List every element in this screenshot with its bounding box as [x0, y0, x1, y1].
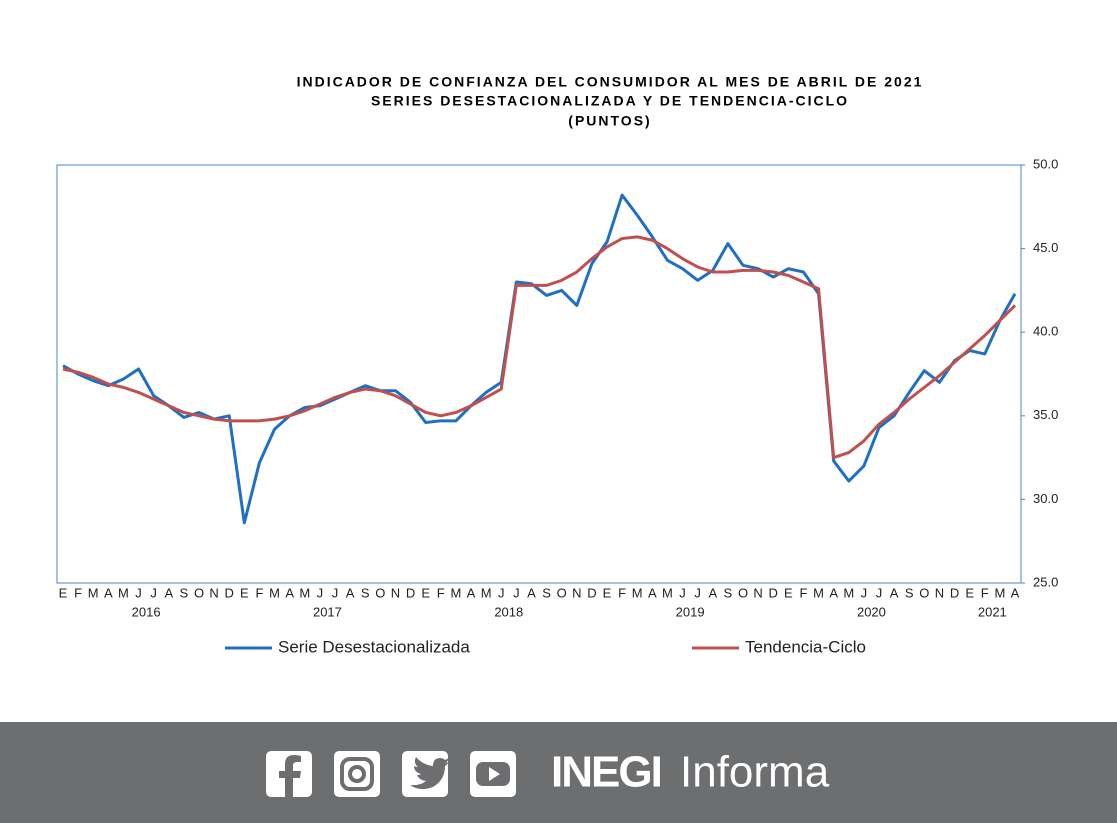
x-tick-label: D — [769, 585, 778, 600]
x-tick-label: A — [829, 585, 838, 600]
x-tick-label: F — [74, 585, 82, 600]
chart-subtitle: SERIES DESESTACIONALIZADA Y DE TENDENCIA… — [371, 93, 849, 109]
y-tick-label: 40.0 — [1033, 324, 1058, 339]
chart-title: INDICADOR DE CONFIANZA DEL CONSUMIDOR AL… — [297, 74, 924, 90]
x-tick-label: F — [437, 585, 445, 600]
plot-frame — [56, 164, 1022, 584]
x-tick-label: N — [572, 585, 581, 600]
x-tick-label: A — [527, 585, 536, 600]
x-tick-label: M — [481, 585, 492, 600]
x-tick-label: D — [950, 585, 959, 600]
x-tick-label: M — [662, 585, 673, 600]
x-tick-label: J — [135, 585, 142, 600]
x-tick-label: D — [587, 585, 596, 600]
legend-label: Tendencia-Ciclo — [745, 637, 866, 656]
x-tick-label: O — [919, 585, 929, 600]
x-tick-label: A — [104, 585, 113, 600]
x-tick-label: A — [346, 585, 355, 600]
x-tick-label: J — [317, 585, 324, 600]
x-tick-label: S — [905, 585, 914, 600]
x-tick-label: M — [118, 585, 129, 600]
year-label: 2019 — [676, 604, 705, 619]
y-tick-label: 50.0 — [1033, 156, 1058, 171]
x-tick-label: J — [513, 585, 520, 600]
x-tick-label: M — [632, 585, 643, 600]
x-tick-label: A — [1011, 585, 1020, 600]
x-tick-label: J — [679, 585, 686, 600]
series-line — [62, 193, 1017, 525]
x-tick-label: M — [994, 585, 1005, 600]
x-tick-label: J — [876, 585, 883, 600]
legend-label: Serie Desestacionalizada — [278, 637, 470, 656]
x-tick-label: M — [843, 585, 854, 600]
x-tick-label: F — [255, 585, 263, 600]
x-tick-label: N — [935, 585, 944, 600]
facebook-glyph — [279, 755, 301, 797]
x-tick-label: A — [164, 585, 173, 600]
footer-text: Informa — [680, 748, 830, 797]
x-tick-label: E — [240, 585, 249, 600]
y-tick-label: 35.0 — [1033, 407, 1058, 422]
twitter-glyph — [410, 757, 449, 790]
x-tick-label: S — [542, 585, 551, 600]
x-tick-label: E — [784, 585, 793, 600]
x-tick-label: M — [813, 585, 824, 600]
x-tick-label: N — [391, 585, 400, 600]
instagram-lens — [348, 765, 366, 783]
x-tick-label: E — [59, 585, 68, 600]
year-label: 2018 — [494, 604, 523, 619]
x-tick-label: A — [708, 585, 717, 600]
footer-band — [0, 722, 1117, 823]
x-tick-label: M — [450, 585, 461, 600]
x-tick-label: F — [618, 585, 626, 600]
x-tick-label: M — [88, 585, 99, 600]
x-tick-label: N — [753, 585, 762, 600]
footer: INEGI Informa — [0, 722, 1117, 823]
year-label: 2017 — [313, 604, 342, 619]
x-tick-label: N — [209, 585, 218, 600]
y-tick-label: 30.0 — [1033, 491, 1058, 506]
x-tick-label: F — [799, 585, 807, 600]
x-tick-label: M — [269, 585, 280, 600]
x-tick-label: O — [375, 585, 385, 600]
y-tick-label: 45.0 — [1033, 240, 1058, 255]
x-tick-label: E — [965, 585, 974, 600]
x-tick-label: J — [861, 585, 868, 600]
instagram-glyph — [340, 757, 374, 791]
youtube-play — [489, 767, 500, 781]
x-tick-label: O — [194, 585, 204, 600]
x-tick-label: J — [694, 585, 701, 600]
chart-unit: (PUNTOS) — [568, 113, 651, 129]
x-tick-label: J — [332, 585, 339, 600]
series-line — [62, 235, 1017, 460]
x-tick-label: D — [225, 585, 234, 600]
x-tick-label: A — [467, 585, 476, 600]
x-tick-label: O — [738, 585, 748, 600]
x-tick-label: A — [285, 585, 294, 600]
footer-brand: INEGI — [551, 748, 661, 797]
year-label: 2016 — [132, 604, 161, 619]
year-label: 2021 — [978, 604, 1007, 619]
x-tick-label: S — [180, 585, 189, 600]
x-tick-label: F — [981, 585, 989, 600]
x-tick-label: E — [421, 585, 430, 600]
x-tick-label: A — [890, 585, 899, 600]
x-tick-label: D — [406, 585, 415, 600]
x-tick-label: S — [724, 585, 733, 600]
year-label: 2020 — [857, 604, 886, 619]
x-tick-label: J — [150, 585, 157, 600]
x-tick-label: O — [557, 585, 567, 600]
x-tick-label: S — [361, 585, 370, 600]
x-tick-label: A — [648, 585, 657, 600]
x-tick-label: M — [299, 585, 310, 600]
y-tick-label: 25.0 — [1033, 574, 1058, 589]
x-tick-label: E — [603, 585, 612, 600]
x-tick-label: J — [498, 585, 505, 600]
